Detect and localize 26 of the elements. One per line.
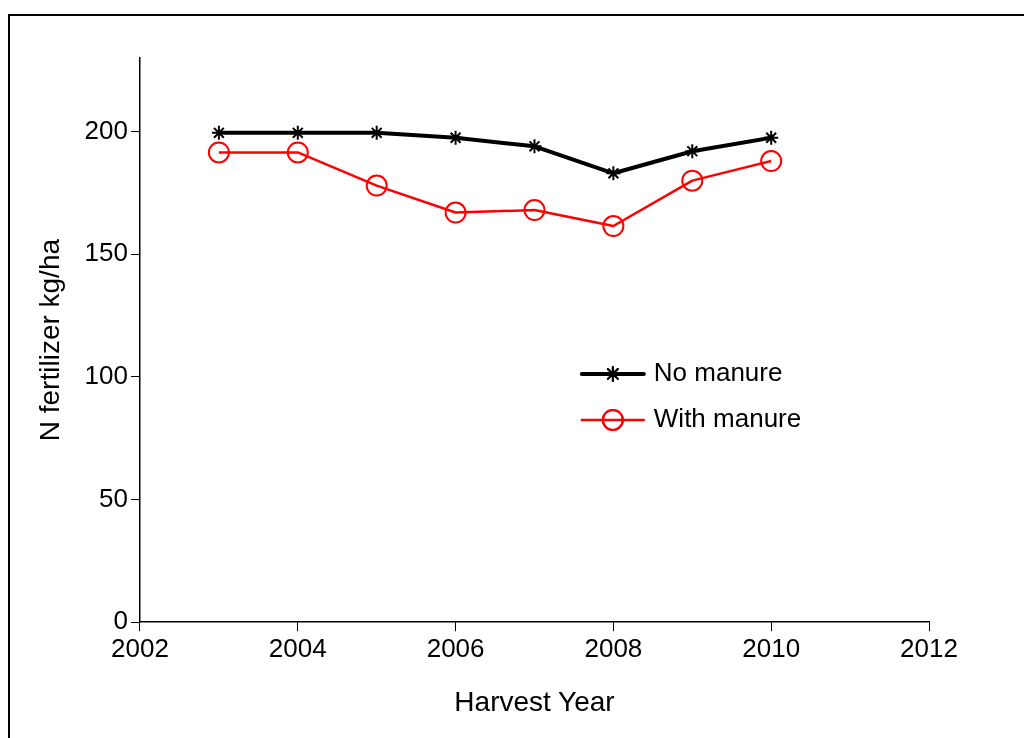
point	[207, 141, 230, 164]
point	[605, 165, 622, 182]
point	[365, 174, 388, 197]
x-axis-title: Harvest Year	[454, 685, 615, 717]
x-tick-label: 2008	[584, 632, 643, 663]
point	[210, 124, 227, 141]
point	[602, 215, 625, 238]
y-tick-label: 150	[84, 237, 128, 268]
x-tick-label: 2010	[742, 632, 801, 663]
y-tick-label: 50	[99, 482, 128, 513]
point	[684, 143, 701, 160]
point	[523, 199, 546, 222]
point	[681, 169, 704, 192]
point	[286, 141, 309, 164]
y-tick-label: 100	[84, 360, 128, 391]
point	[444, 201, 467, 224]
point	[763, 129, 780, 146]
y-tick-label: 200	[84, 114, 128, 145]
legend-label: No manure	[653, 357, 783, 388]
x-tick-label: 2012	[900, 632, 958, 663]
point	[526, 138, 543, 155]
legend-label: With manure	[653, 403, 802, 434]
y-axis-title: N fertilizer kg/ha	[33, 238, 65, 442]
x-tick-label: 2006	[426, 632, 485, 663]
x-tick-label: 2004	[268, 632, 327, 663]
point	[760, 150, 783, 173]
